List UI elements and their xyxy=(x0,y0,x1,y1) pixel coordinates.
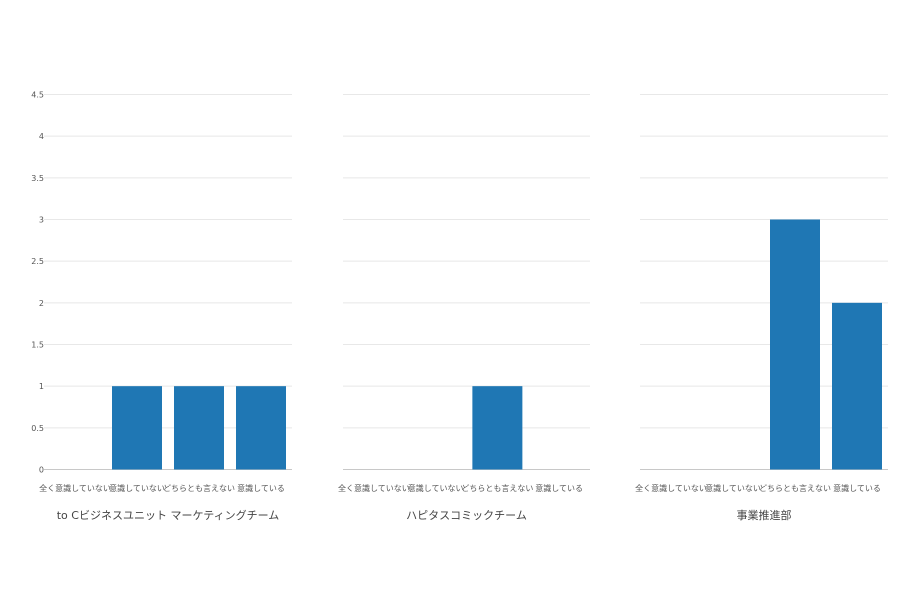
bar[interactable] xyxy=(236,386,286,470)
x-category-label: 意識している xyxy=(237,483,285,493)
bar[interactable] xyxy=(770,219,820,470)
x-category-label: 全く意識していない xyxy=(338,483,410,493)
y-tick-label: 0 xyxy=(39,466,44,475)
y-tick-label: 2.5 xyxy=(31,257,44,266)
x-category-label: どちらとも言えない xyxy=(163,483,235,493)
x-category-label: どちらとも言えない xyxy=(461,483,533,493)
x-category-label: 全く意識していない xyxy=(635,483,707,493)
bar[interactable] xyxy=(112,386,162,470)
x-category-label: 意識していない xyxy=(109,483,165,493)
y-tick-label: 4 xyxy=(39,132,44,141)
panel-title: ハピタスコミックチーム xyxy=(406,509,527,522)
panel-title: to Cビジネスユニット マーケティングチーム xyxy=(57,508,280,522)
x-category-label: 意識している xyxy=(535,483,583,493)
x-category-label: どちらとも言えない xyxy=(759,483,831,493)
bar[interactable] xyxy=(472,386,523,470)
bar[interactable] xyxy=(174,386,224,470)
y-tick-label: 1.5 xyxy=(31,341,44,350)
x-category-label: 意識している xyxy=(833,483,881,493)
y-tick-label: 3 xyxy=(39,216,44,225)
panel-title: 事業推進部 xyxy=(737,508,792,522)
x-category-label: 意識していない xyxy=(408,483,464,493)
y-tick-label: 1 xyxy=(39,382,44,391)
x-category-label: 意識していない xyxy=(705,483,761,493)
y-tick-label: 2 xyxy=(39,299,44,308)
x-category-label: 全く意識していない xyxy=(39,483,111,493)
y-tick-label: 4.5 xyxy=(31,91,44,100)
y-tick-label: 0.5 xyxy=(31,424,44,433)
bar[interactable] xyxy=(832,302,882,470)
y-tick-label: 3.5 xyxy=(31,174,44,183)
